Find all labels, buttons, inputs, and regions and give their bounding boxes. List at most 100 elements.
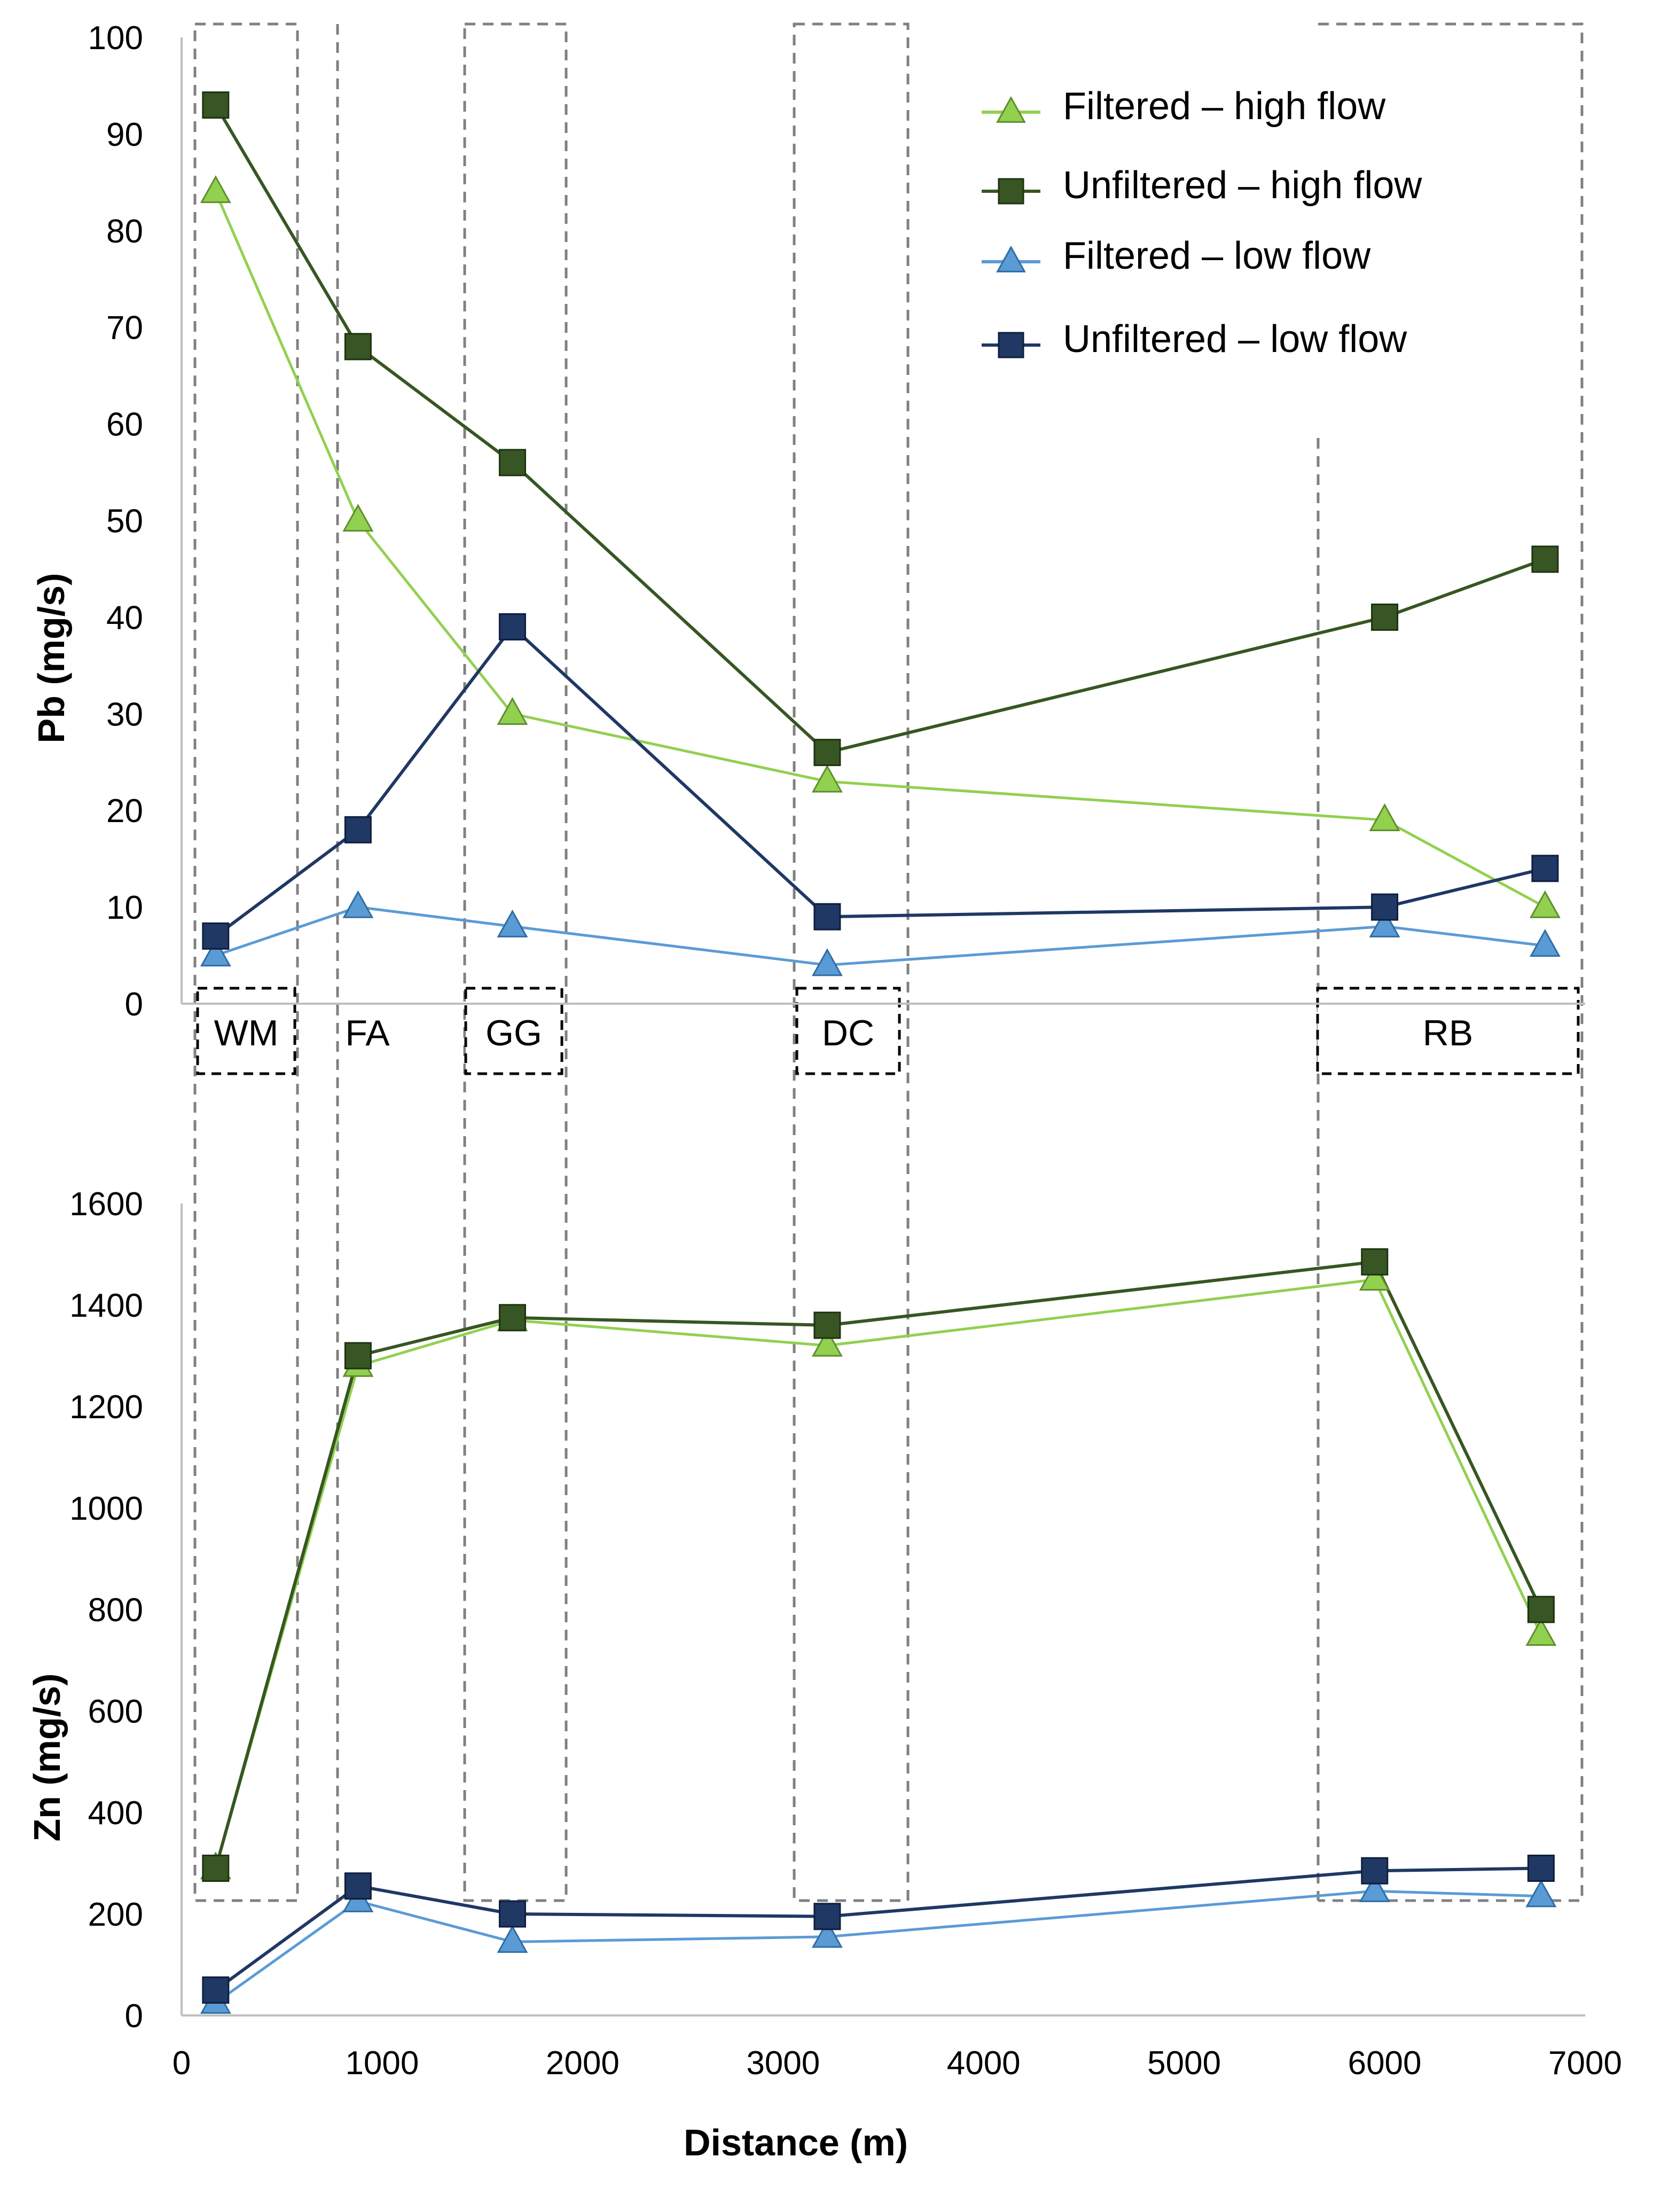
legend-entry-filtered-low: Filtered – low flow	[982, 235, 1371, 277]
zn-point-unfiltered-high	[1527, 1596, 1555, 1623]
zn-point-unfiltered-high	[498, 1304, 526, 1332]
zone-box-rb	[1316, 987, 1580, 1075]
pb-y-tick-label: 70	[106, 310, 143, 347]
zone-text-gg: GG	[485, 1013, 542, 1053]
pb-point-filtered-high	[811, 764, 843, 793]
pb-y-tick-label: 40	[106, 599, 143, 636]
zone-text-wm: WM	[214, 1013, 279, 1053]
zn-point-unfiltered-high	[202, 1855, 230, 1882]
x-tick-label: 7000	[1548, 2045, 1622, 2082]
x-tick-label: 5000	[1147, 2045, 1221, 2082]
pb-chart: 0 10 20 30 40 50 60 70 80 90 100 Pb (mg/s)	[30, 20, 1585, 1023]
pb-point-filtered-high	[342, 504, 374, 532]
pb-point-unfiltered-low	[813, 903, 841, 931]
zn-series	[200, 1248, 1557, 2014]
zone-text-dc: DC	[822, 1013, 874, 1053]
pb-y-tick-label: 10	[106, 889, 143, 926]
zone-box-dc	[795, 987, 901, 1075]
pb-point-filtered-high	[1369, 803, 1400, 831]
zn-point-filtered-high	[1525, 1618, 1557, 1646]
pb-series	[200, 91, 1561, 976]
pb-y-axis-title: Pb (mg/s)	[30, 573, 72, 744]
pb-point-filtered-high	[1529, 890, 1561, 918]
zone-label-fa: FA	[345, 1013, 390, 1053]
zn-line-unfiltered-low	[215, 1866, 1541, 1991]
pb-point-filtered-low	[1529, 929, 1561, 957]
zn-point-unfiltered-low	[1361, 1857, 1389, 1885]
pb-y-tick-label: 100	[88, 20, 143, 57]
zn-y-tick-label: 1600	[69, 1186, 143, 1223]
pb-point-unfiltered-low	[1371, 893, 1399, 921]
legend-marker-filtered-high	[982, 96, 1040, 123]
pb-point-unfiltered-low	[344, 816, 372, 843]
zn-line-filtered-high	[214, 1278, 1542, 1869]
zn-point-unfiltered-low	[202, 1976, 230, 2004]
pb-y-tick-label: 80	[106, 213, 143, 250]
legend-symbol	[998, 178, 1024, 205]
legend-symbol	[996, 245, 1026, 272]
pb-point-filtered-low	[342, 890, 374, 918]
zone-outline-gg	[463, 22, 568, 1902]
zn-y-tick-label: 1000	[69, 1490, 143, 1527]
zn-point-unfiltered-low	[1527, 1855, 1555, 1882]
zn-point-unfiltered-low	[344, 1872, 372, 1900]
zone-box-gg	[464, 987, 563, 1075]
pb-point-filtered-low	[200, 939, 231, 967]
pb-point-unfiltered-low	[202, 922, 230, 950]
x-tick-label: 1000	[345, 2045, 419, 2082]
legend-entry-unfiltered-high: Unfiltered – high flow	[982, 164, 1422, 207]
pb-point-filtered-low	[1369, 909, 1400, 937]
zn-y-tick-label: 0	[125, 1998, 143, 2035]
zn-line-unfiltered-high	[214, 1260, 1543, 1869]
zn-point-filtered-high	[1359, 1263, 1390, 1291]
legend-symbol	[998, 332, 1024, 358]
pb-y-tick-label: 50	[106, 503, 143, 540]
zone-text-rb: RB	[1423, 1013, 1473, 1053]
zn-point-filtered-low	[811, 1920, 843, 1948]
pb-y-tick-label: 0	[125, 986, 143, 1023]
legend-symbol	[996, 96, 1026, 123]
zn-y-tick-label: 600	[88, 1693, 143, 1730]
zn-line-filtered-low	[215, 1889, 1541, 2004]
zone-label-gg: GG	[464, 987, 563, 1075]
zn-point-filtered-low	[1359, 1874, 1390, 1902]
legend-entry-filtered-high: Filtered – high flow	[982, 85, 1386, 128]
pb-point-filtered-high	[200, 175, 231, 204]
pb-line-unfiltered-high	[214, 104, 1546, 754]
pb-line-filtered-low	[215, 905, 1546, 967]
x-axis-title: Distance (m)	[684, 2122, 908, 2163]
pb-y-tick-label: 60	[106, 407, 143, 443]
zone-box-wm	[196, 987, 296, 1075]
legend-entry-unfiltered-low: Unfiltered – low flow	[982, 318, 1407, 361]
legend-marker-unfiltered-low	[982, 332, 1040, 358]
pb-point-unfiltered-high	[1371, 603, 1399, 631]
zn-point-unfiltered-low	[498, 1900, 526, 1928]
zn-y-axis-title: Zn (mg/s)	[26, 1674, 68, 1842]
zn-point-filtered-low	[497, 1925, 528, 1953]
pb-point-filtered-high	[497, 697, 528, 725]
zone-outline-wm	[193, 22, 299, 1902]
legend-label-filtered-low: Filtered – low flow	[1063, 235, 1371, 277]
pb-point-unfiltered-high	[344, 333, 372, 361]
pb-point-unfiltered-low	[498, 613, 526, 640]
zn-y-tick-label: 800	[88, 1592, 143, 1629]
pb-line-filtered-high	[214, 191, 1546, 909]
zn-point-unfiltered-high	[344, 1342, 372, 1370]
zn-axes: 0 200 400 600 800 1000 1200 1400 1600 0 1000 2000 30…	[69, 1186, 1622, 2082]
zn-point-unfiltered-high	[813, 1311, 841, 1339]
zone-label-rb: RB	[1316, 987, 1580, 1075]
pb-axes: 0 10 20 30 40 50 60 70 80 90 100	[88, 20, 1585, 1023]
x-tick-label: 2000	[546, 2045, 620, 2082]
x-tick-label: 6000	[1348, 2045, 1422, 2082]
zone-outline-rb	[1318, 22, 1584, 1902]
legend-label-unfiltered-high: Unfiltered – high flow	[1063, 164, 1422, 207]
legend: Filtered – high flow Unfiltered – high f…	[982, 85, 1422, 361]
pb-y-tick-label: 90	[106, 116, 143, 153]
pb-point-unfiltered-high	[813, 739, 841, 767]
zn-chart: 0 200 400 600 800 1000 1200 1400 1600 0 1000 2000 30…	[26, 1186, 1622, 2163]
zone-label-wm: WM	[196, 987, 296, 1075]
legend-marker-unfiltered-high	[982, 178, 1040, 205]
legend-marker-filtered-low	[982, 245, 1040, 272]
zone-text-fa: FA	[345, 1013, 390, 1053]
